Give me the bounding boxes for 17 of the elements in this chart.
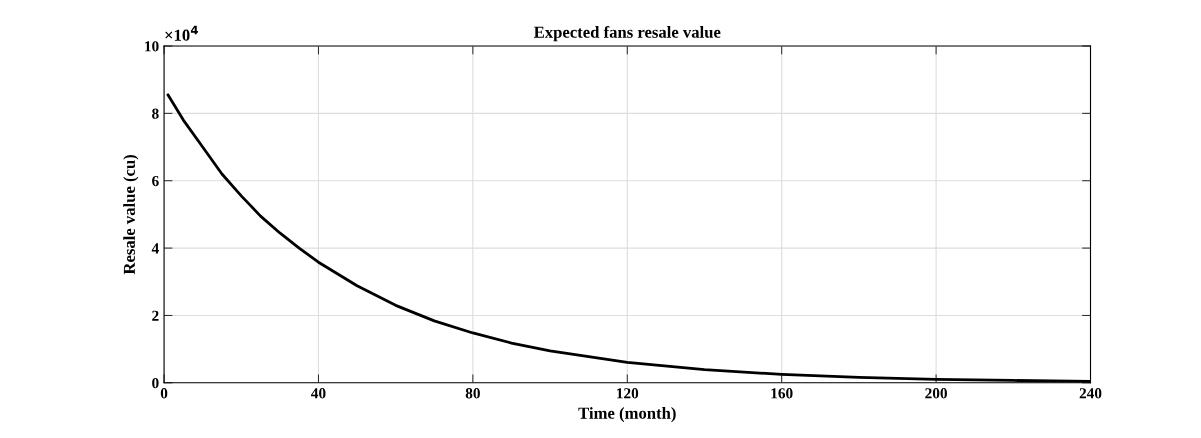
x-tick-label: 160 (771, 388, 793, 399)
x-axis-title: Time (month) (578, 407, 676, 423)
x-tick-label: 40 (311, 388, 326, 399)
text: ×10$^{4}$ (165, 25, 198, 41)
y-tick-label: 10 (145, 41, 159, 52)
x-tick-label: 80 (465, 388, 480, 399)
x-tick-label: 240 (1079, 388, 1102, 399)
y-tick-label: 6 (152, 175, 159, 187)
y-tick-label: 4 (151, 243, 159, 254)
y-tick-label: 2 (152, 310, 159, 321)
x-tick-label: 200 (925, 388, 947, 399)
y-tick-label: 8 (152, 108, 159, 119)
y-tick-label: 0 (152, 377, 159, 389)
chart-title: Expected fans resale value (533, 25, 721, 42)
y-axis-title: Resale value (cu) (123, 154, 139, 275)
x-tick-label: 0 (160, 388, 168, 399)
x-tick-label: 120 (617, 388, 639, 399)
